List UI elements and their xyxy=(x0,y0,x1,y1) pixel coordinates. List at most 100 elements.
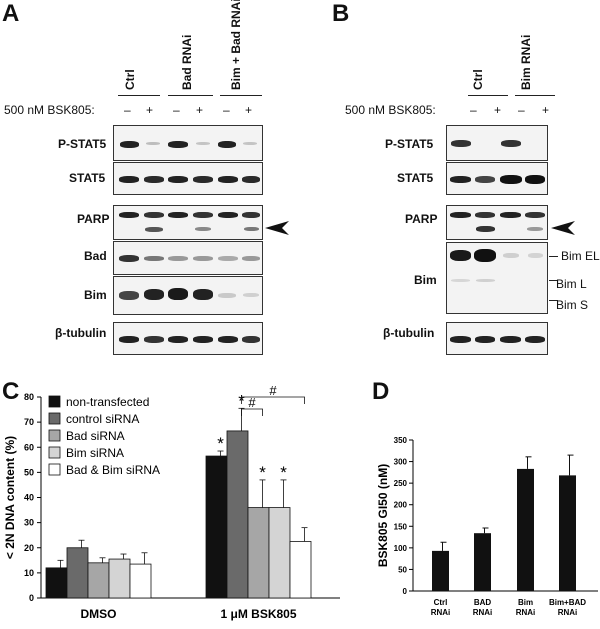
legend-label: Bim siRNA xyxy=(66,446,124,460)
blot-a-stat5 xyxy=(113,162,263,195)
y-tick-label: 60 xyxy=(24,442,34,452)
lane-sign: + xyxy=(245,103,253,117)
y-tick-label: 10 xyxy=(24,568,34,578)
bar xyxy=(108,558,131,599)
bim-l-label: Bim L xyxy=(556,277,587,291)
bar xyxy=(432,550,449,591)
lane-sign: – xyxy=(124,103,131,117)
lane-sign: + xyxy=(146,103,154,117)
y-tick-label: 300 xyxy=(394,458,408,467)
panel-a-group-underline xyxy=(168,95,213,96)
legend-swatch xyxy=(48,429,61,442)
x-category-label: BAD xyxy=(474,598,492,607)
panel-c-letter: C xyxy=(2,378,20,405)
panel-b-letter: B xyxy=(332,0,350,27)
bar xyxy=(45,567,68,599)
panel-a-group-bad-rnai: Bad RNAi xyxy=(180,34,194,90)
panel-b-group-bim-rnai: Bim RNAi xyxy=(519,34,533,90)
panel-a-row-label: P-STAT5 xyxy=(58,137,107,151)
blot-a-parp xyxy=(113,205,263,240)
blot-b-beta-tubulin xyxy=(446,322,548,355)
panel-a-group-bim-bad-rnai: Bim + Bad RNAi xyxy=(229,0,243,90)
y-axis-label: BSK805 GI50 (nM) xyxy=(376,464,390,567)
panel-c-bar-chart: 0 10 20 30 40 50 60 70 80 < 2N DNA content (%) DMS… xyxy=(3,383,340,621)
panel-b-row-label: β-tubulin xyxy=(383,326,435,340)
y-tick-label: 30 xyxy=(24,518,34,528)
blot-a-bad xyxy=(113,241,263,275)
y-tick-label: 40 xyxy=(24,493,34,503)
blot-a-p-stat5 xyxy=(113,125,263,161)
x-category-label: RNAi xyxy=(558,608,578,617)
panel-a-group-ctrl: Ctrl xyxy=(123,69,137,90)
panel-b-group-underline xyxy=(515,95,555,96)
panel-a-treatment-label: 500 nM BSK805: xyxy=(4,103,95,117)
legend-label: non-transfected xyxy=(66,395,149,409)
blot-b-bim xyxy=(446,242,548,314)
y-tick-label: 80 xyxy=(24,392,34,402)
legend-label: Bad siRNA xyxy=(66,429,125,443)
x-category-label: RNAi xyxy=(516,608,536,617)
cleaved-parp-arrowhead xyxy=(265,221,289,235)
lane-sign: – xyxy=(223,103,230,117)
x-category-label: DMSO xyxy=(81,607,117,621)
lane-sign: – xyxy=(173,103,180,117)
blot-b-stat5 xyxy=(446,162,548,195)
panel-b-row-label: P-STAT5 xyxy=(385,137,434,151)
blot-a-beta-tubulin xyxy=(113,322,263,355)
bar xyxy=(66,547,89,599)
y-tick-label: 0 xyxy=(403,587,408,596)
y-tick-label: 70 xyxy=(24,417,34,427)
cleaved-parp-arrowhead xyxy=(551,221,575,235)
panel-b-row-label: Bim xyxy=(414,273,437,287)
significance-star: * xyxy=(280,463,287,482)
y-tick-label: 150 xyxy=(394,522,408,531)
x-category-label: Bim+BAD xyxy=(549,598,586,607)
lane-sign: – xyxy=(470,103,477,117)
y-tick-label: 200 xyxy=(394,501,408,510)
x-category-label: Ctrl xyxy=(434,598,448,607)
panel-a-group-underline xyxy=(220,95,262,96)
blot-b-p-stat5 xyxy=(446,125,548,161)
panel-a-row-label: β-tubulin xyxy=(55,326,107,340)
panel-b-treatment-label: 500 nM BSK805: xyxy=(345,103,436,117)
bim-s-label: Bim S xyxy=(556,298,589,312)
hash-marker: # xyxy=(269,383,277,398)
panel-d-letter: D xyxy=(372,378,390,405)
panel-a-group-underline xyxy=(118,95,160,96)
bar xyxy=(87,562,110,599)
panel-d-bar-chart: 0 50 100 150 200 250 300 350 BSK805 GI50 (nM) Ctr… xyxy=(376,436,598,617)
panel-b-row-label: STAT5 xyxy=(397,171,434,185)
lane-sign: + xyxy=(196,103,204,117)
y-tick-label: 350 xyxy=(394,436,408,445)
x-category-label: 1 μM BSK805 xyxy=(220,607,296,621)
panel-a-letter: A xyxy=(2,0,20,27)
lane-sign: + xyxy=(494,103,502,117)
y-tick-label: 50 xyxy=(24,467,34,477)
bar xyxy=(268,507,291,599)
bim-l-tick xyxy=(549,280,558,281)
lane-sign: – xyxy=(518,103,525,117)
bim-el-label: Bim EL xyxy=(561,249,600,263)
x-category-label: Bim xyxy=(518,598,533,607)
hash-marker: # xyxy=(248,395,256,410)
comparison-bracket xyxy=(241,396,305,404)
y-axis-label: < 2N DNA content (%) xyxy=(3,436,17,559)
panel-b-row-label: PARP xyxy=(405,212,438,226)
x-category-label: RNAi xyxy=(431,608,451,617)
bim-el-tick xyxy=(549,256,558,257)
legend-label: control siRNA xyxy=(66,412,139,426)
legend-swatch xyxy=(48,412,61,425)
y-tick-label: 100 xyxy=(394,544,408,553)
legend-swatch xyxy=(48,395,61,408)
bar xyxy=(247,507,270,599)
legend-label: Bad & Bim siRNA xyxy=(66,463,160,477)
bar xyxy=(205,455,228,599)
significance-star: * xyxy=(259,463,266,482)
blot-a-bim xyxy=(113,276,263,315)
y-tick-label: 0 xyxy=(29,593,34,603)
bar xyxy=(129,563,152,599)
bar xyxy=(517,468,534,591)
bar xyxy=(289,541,312,599)
y-tick-label: 50 xyxy=(398,565,407,574)
legend-swatch xyxy=(48,446,61,459)
